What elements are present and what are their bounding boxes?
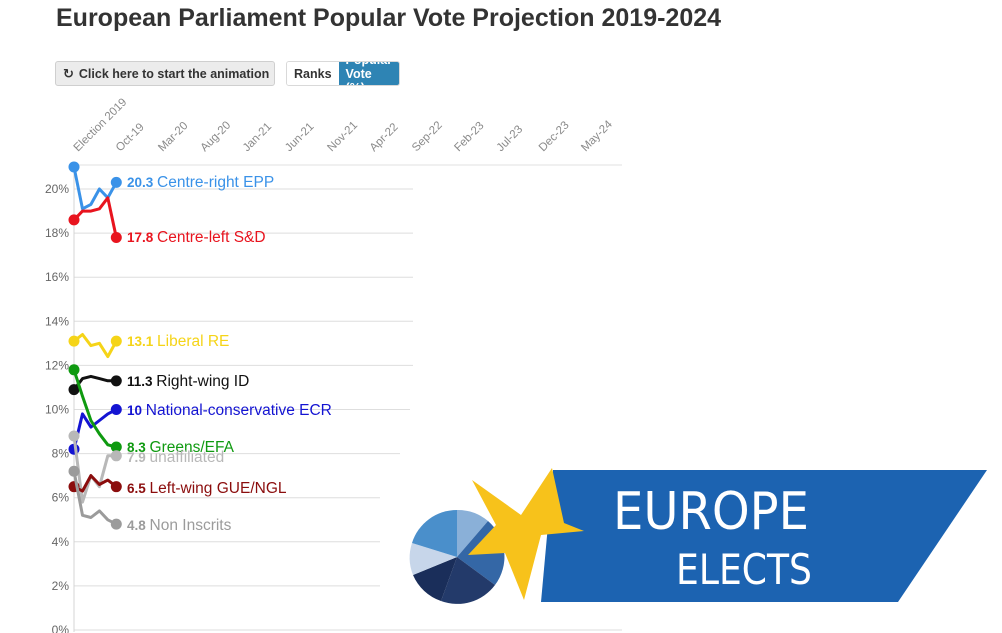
series-label-value: 10 — [127, 403, 146, 418]
series-start-point — [68, 384, 80, 396]
y-tick-label: 20% — [45, 182, 69, 196]
x-tick-label: Dec-23 — [537, 119, 572, 154]
series-label-name: Right-wing ID — [156, 373, 249, 390]
series-label: 8.3 Greens/EFA — [127, 439, 235, 456]
series-label: 13.1 Liberal RE — [127, 333, 229, 350]
series-label-value: 8.3 — [127, 440, 150, 455]
x-tick-label: Nov-21 — [325, 119, 360, 154]
series-start-point — [68, 214, 80, 226]
start-animation-button[interactable]: ↻ Click here to start the animation — [55, 61, 275, 86]
series-label-name: Centre-right EPP — [157, 174, 274, 191]
series-end-point — [110, 232, 122, 244]
series-label-name: Non Inscrits — [150, 517, 232, 534]
series-label-value: 13.1 — [127, 334, 157, 349]
series-line — [72, 374, 117, 391]
series-label-value: 7.9 — [127, 450, 150, 465]
y-tick-label: 6% — [52, 491, 70, 505]
series-label-value: 17.8 — [127, 230, 157, 245]
series-lines — [68, 161, 122, 530]
rotate-icon: ↻ — [63, 65, 74, 81]
series-start-point — [68, 335, 80, 347]
europe-elects-logo: EUROPE ELECTS — [409, 468, 987, 604]
logo-banner — [541, 470, 987, 602]
x-tick-label: Jun-21 — [283, 121, 316, 154]
series-end-point — [110, 404, 122, 415]
view-toggle: Ranks Popular Vote (%) — [286, 61, 401, 86]
series-line — [72, 470, 117, 526]
series-line — [73, 333, 118, 359]
gridlines — [74, 164, 622, 631]
x-tick-label: Jul-23 — [495, 123, 526, 154]
x-tick-label: Mar-20 — [156, 120, 190, 154]
logo-star — [468, 468, 584, 600]
series-end-point — [110, 518, 122, 530]
series-label-name: Liberal RE — [157, 333, 229, 350]
series-end-point — [110, 450, 122, 462]
series-label-value: 11.3 — [127, 374, 156, 389]
series-label-name: Left-wing GUE/NGL — [150, 480, 287, 497]
series-labels: 20.3 Centre-right EPP 17.8 Centre-left S&… — [127, 174, 332, 534]
series-label: 17.8 Centre-left S&D — [127, 229, 266, 246]
y-tick-label: 10% — [45, 403, 69, 417]
series-line — [73, 474, 118, 493]
series-label-name: Centre-left S&D — [157, 229, 266, 246]
series-label: 6.5 Left-wing GUE/NGL — [127, 480, 287, 497]
ranks-toggle-button[interactable]: Ranks — [287, 62, 339, 85]
series-end-point — [110, 441, 122, 453]
series-start-point — [68, 465, 80, 477]
series-line — [72, 166, 118, 211]
series-label: 4.8 Non Inscrits — [127, 517, 232, 534]
popular-vote-toggle-button[interactable]: Popular Vote (%) — [338, 62, 400, 85]
x-tick-label: Sep-22 — [410, 119, 445, 154]
series-label-name: unaffiliated — [150, 449, 225, 466]
y-tick-label: 0% — [52, 623, 70, 633]
series-end-point — [110, 335, 122, 347]
series-label: 10 National-conservative ECR — [127, 402, 332, 419]
series-end-point — [110, 176, 122, 188]
y-tick-label: 14% — [45, 314, 69, 328]
x-tick-label: Aug-20 — [199, 119, 234, 154]
series-line — [72, 408, 117, 450]
series-end-point — [110, 375, 122, 387]
y-tick-label: 18% — [45, 226, 69, 240]
series-label-value: 20.3 — [127, 175, 157, 190]
logo-elects-text: ELECTS — [676, 545, 812, 594]
logo-pie — [409, 509, 505, 604]
series-label: 7.9 unaffiliated — [127, 449, 224, 466]
y-tick-label: 12% — [45, 358, 69, 372]
page-title: European Parliament Popular Vote Project… — [56, 4, 722, 32]
start-animation-label: Click here to start the animation — [78, 66, 270, 81]
y-tick-label: 4% — [52, 535, 70, 549]
series-line — [72, 369, 117, 449]
series-label: 20.3 Centre-right EPP — [127, 174, 274, 191]
series-start-point — [68, 364, 80, 376]
y-tick-label: 16% — [45, 270, 69, 284]
series-label-value: 4.8 — [127, 518, 150, 533]
series-label-name: Greens/EFA — [150, 439, 235, 456]
x-tick-label: Apr-22 — [368, 121, 401, 154]
series-line — [72, 196, 118, 238]
logo-europe-text: EUROPE — [613, 482, 809, 542]
x-tick-label: Jan-21 — [241, 121, 274, 154]
series-label-name: National-conservative ECR — [146, 402, 332, 419]
x-tick-label: Feb-23 — [452, 120, 486, 154]
series-end-point — [110, 481, 122, 493]
series-label-value: 6.5 — [127, 481, 150, 496]
series-start-point — [68, 161, 80, 173]
x-tick-label: May-24 — [579, 118, 615, 154]
series-start-point — [68, 430, 80, 442]
x-tick-label: Oct-19 — [114, 121, 147, 154]
y-axis: 0% 2% 4% 6% 8% 10% 12% 14% 16% 18% 20% — [45, 165, 75, 633]
y-tick-label: 2% — [52, 579, 70, 593]
series-label: 11.3 Right-wing ID — [127, 373, 249, 390]
y-tick-label: 8% — [52, 447, 70, 461]
